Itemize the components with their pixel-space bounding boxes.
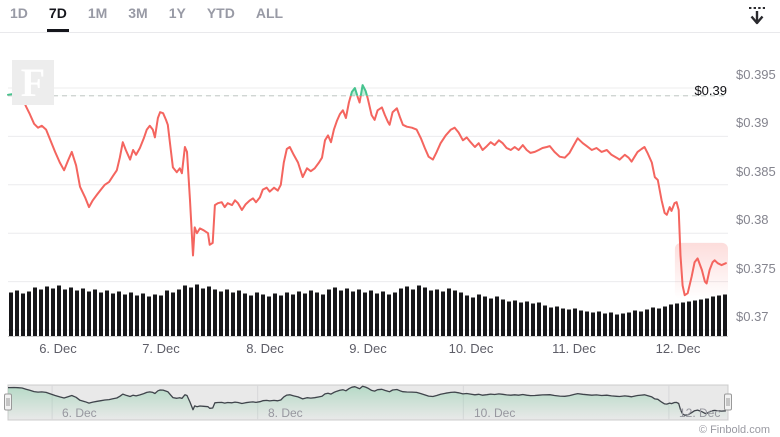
tab-3m[interactable]: 3M xyxy=(126,0,149,32)
navigator-label-8dec: 8. Dec xyxy=(268,406,303,420)
navigator-label-10dec: 10. Dec xyxy=(474,406,516,420)
chart-credit: © Finbold.com xyxy=(698,424,770,436)
tab-all[interactable]: ALL xyxy=(254,0,285,32)
navigator-area xyxy=(8,386,728,420)
tab-1m[interactable]: 1M xyxy=(86,0,109,32)
navigator[interactable] xyxy=(4,384,732,421)
y-axis-label-0385: $0.385 xyxy=(736,164,776,179)
x-axis-label-9dec: 9. Dec xyxy=(349,341,387,356)
y-gridlines xyxy=(8,87,728,331)
x-axis-label-7dec: 7. Dec xyxy=(142,341,180,356)
navigator-label-12dec: 12. Dec xyxy=(679,406,721,420)
y-axis-label-0375: $0.375 xyxy=(736,261,776,276)
tab-ytd[interactable]: YTD xyxy=(205,0,237,32)
x-axis-label-6dec: 6. Dec xyxy=(39,341,77,356)
download-chart-button[interactable] xyxy=(746,5,768,27)
y-axis-label-037: $0.37 xyxy=(736,309,769,324)
y-axis-label-039: $0.39 xyxy=(736,115,769,130)
x-axis-label-8dec: 8. Dec xyxy=(246,341,284,356)
tab-7d[interactable]: 7D xyxy=(46,0,69,32)
y-axis-label-038: $0.38 xyxy=(736,212,769,227)
current-price-label: $0.39 xyxy=(694,83,727,98)
range-selector: 1D 7D 1M 3M 1Y YTD ALL xyxy=(0,0,780,33)
y-axis-label-0395: $0.395 xyxy=(736,67,776,82)
x-axis-label-11dec: 11. Dec xyxy=(552,341,596,356)
price-line-below-open[interactable] xyxy=(7,85,727,297)
x-axis-label-12dec: 12. Dec xyxy=(655,341,701,356)
finbold-logo-watermark: F xyxy=(12,60,54,105)
price-line-above-open[interactable] xyxy=(7,84,726,295)
volume-bars xyxy=(9,284,727,337)
price-area-above-open xyxy=(8,85,367,96)
navigator-series-line xyxy=(7,385,726,416)
watermark-letter: F xyxy=(20,60,46,105)
navigator-label-6dec: 6. Dec xyxy=(62,406,97,420)
x-axis-label-10dec: 10. Dec xyxy=(448,341,494,356)
tab-1d[interactable]: 1D xyxy=(8,0,30,32)
tab-1y[interactable]: 1Y xyxy=(167,0,188,32)
navigator-handle-right[interactable] xyxy=(724,393,732,411)
download-icon xyxy=(749,7,765,25)
navigator-handle-left[interactable] xyxy=(4,393,12,411)
